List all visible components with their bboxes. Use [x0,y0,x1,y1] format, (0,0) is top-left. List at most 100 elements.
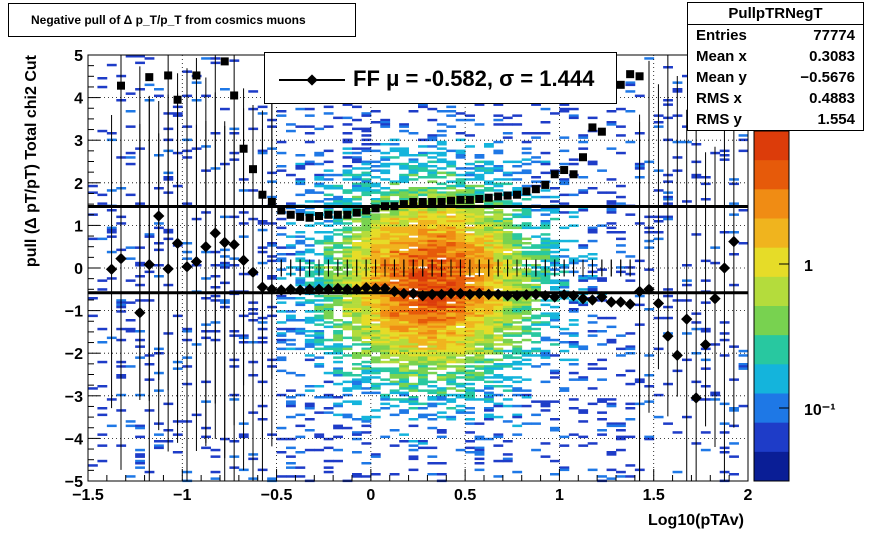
heatmap-cell [352,473,362,476]
heatmap-cell [512,209,523,212]
heatmap-cell [408,224,419,227]
heatmap-cell [512,160,523,164]
heatmap-cell [436,305,447,309]
heatmap-cell [587,387,598,390]
heatmap-cell [370,358,381,362]
heatmap-cell [323,314,334,318]
heatmap-cell [521,226,532,230]
heatmap-cell [380,246,391,249]
heatmap-cell [521,332,532,335]
heatmap-cell [700,431,711,434]
heatmap-cell [370,149,381,153]
heatmap-cell [446,345,457,348]
heatmap-cell [323,112,334,115]
heatmap-cell [389,281,400,285]
heatmap-cell [408,407,419,410]
heatmap-cell [502,404,513,408]
heatmap-cell [418,325,428,329]
color-scale-segment [754,189,789,196]
heatmap-cell [465,352,475,355]
heatmap-cell [484,336,494,340]
heatmap-cell [455,226,466,230]
rms-point [117,81,125,90]
heatmap-cell [493,224,504,227]
y-tick-label: 3 [74,133,83,150]
heatmap-cell [276,297,287,300]
heatmap-cell [333,374,343,377]
heatmap-cell [97,360,108,364]
heatmap-cell [502,281,513,285]
heatmap-cell [352,451,362,454]
heatmap-cell [408,341,419,344]
heatmap-cell [493,165,504,168]
heatmap-cell [295,235,306,238]
heatmap-cell [578,277,589,280]
heatmap-cell [474,189,485,192]
heatmap-cell [370,200,381,203]
heatmap-cell [634,94,645,98]
heatmap-cell [380,378,391,381]
heatmap-cell [380,356,391,359]
heatmap-cell [361,222,372,225]
heatmap-cell [455,209,466,212]
heatmap-cell [455,367,466,370]
heatmap-cell [540,314,551,318]
heatmap-cell [484,235,494,238]
mean-point [266,283,278,295]
heatmap-cell [436,123,447,126]
heatmap-cell [408,440,419,443]
heatmap-cell [342,246,353,249]
heatmap-cell [568,378,579,381]
heatmap-cell [616,470,626,474]
heatmap-cell [502,385,513,388]
heatmap-cell [455,376,466,379]
heatmap-cell [418,446,428,450]
heatmap-cell [389,222,400,225]
heatmap-cell [436,462,447,465]
heatmap-cell [389,235,400,238]
y-tick-label: −4 [65,431,83,448]
heatmap-cell [408,299,419,302]
heatmap-cell [502,160,513,164]
heatmap-cell [408,171,419,175]
heatmap-cell [408,347,419,351]
heatmap-cell [484,283,494,287]
heatmap-cell [502,453,513,456]
heatmap-cell [465,220,475,223]
heatmap-cell [531,334,541,337]
heatmap-cell [493,182,504,186]
heatmap-cell [370,224,381,227]
heatmap-cell [323,345,334,348]
color-scale-segment [754,352,789,359]
heatmap-cell [352,338,362,342]
heatmap-cell [389,389,400,392]
heatmap-cell [512,244,523,247]
heatmap-cell [323,246,334,249]
heatmap-cell [587,187,598,190]
heatmap-cell [342,325,353,329]
heatmap-cell [352,189,362,192]
heatmap-cell [474,226,485,230]
x-tick-label: 0.5 [454,487,476,504]
heatmap-cell [399,257,409,260]
heatmap-cell [106,63,117,67]
heatmap-cell [418,242,428,245]
heatmap-cell [295,332,306,335]
color-scale-segment [754,177,789,184]
heatmap-cell [559,349,570,353]
heatmap-cell [484,365,494,368]
heatmap-cell [380,209,391,212]
color-scale-segment [754,329,789,336]
heatmap-cell [484,279,494,282]
heatmap-cell [465,189,475,192]
legend-marker [279,74,345,86]
heatmap-cell [493,334,504,337]
heatmap-cell [408,336,419,340]
heatmap-cell [333,404,343,408]
heatmap-cell [389,149,400,153]
heatmap-cell [493,255,504,258]
heatmap-cell [531,286,541,289]
heatmap-cell [493,415,504,419]
heatmap-cell [493,202,504,205]
heatmap-cell [484,253,494,256]
